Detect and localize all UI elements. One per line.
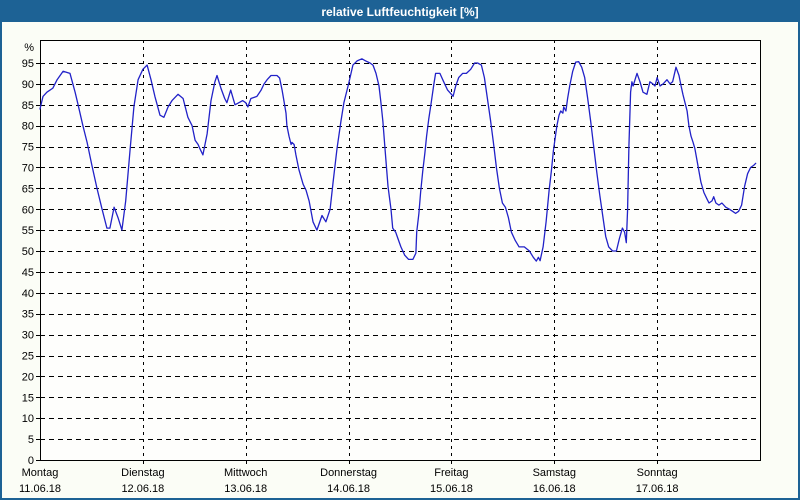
chart-title: relative Luftfeuchtigkeit [%] — [321, 5, 479, 19]
day-date-label: 12.06.18 — [121, 483, 164, 495]
y-tick-label: 55 — [22, 225, 34, 237]
day-date-label: 14.06.18 — [327, 483, 370, 495]
y-tick-label: 75 — [22, 142, 34, 154]
day-name-label: Sonntag — [637, 467, 678, 479]
day-date-label: 13.06.18 — [224, 483, 267, 495]
y-tick-label: 20 — [22, 371, 34, 383]
day-name-label: Dienstag — [121, 467, 164, 479]
y-tick-label: 70 — [22, 162, 34, 174]
day-date-label: 17.06.18 — [636, 483, 679, 495]
day-name-label: Donnerstag — [320, 467, 377, 479]
y-tick-label: 40 — [22, 288, 34, 300]
plot-background — [40, 40, 760, 460]
day-name-label: Freitag — [434, 467, 468, 479]
y-tick-label: 35 — [22, 309, 34, 321]
y-tick-label: 30 — [22, 330, 34, 342]
y-tick-label: 15 — [22, 392, 34, 404]
y-tick-label: 60 — [22, 204, 34, 216]
y-unit-label: % — [24, 42, 34, 54]
y-tick-label: 25 — [22, 351, 34, 363]
day-name-label: Montag — [22, 467, 59, 479]
x-axis-labels: Montag 11.06.18 Dienstag 12.06.18 Mittwoch 13… — [19, 467, 679, 495]
y-tick-label: 95 — [22, 58, 34, 70]
y-tick-label: 65 — [22, 183, 34, 195]
day-name-label: Samstag — [533, 467, 576, 479]
humidity-line-chart: 0 5 10 15 20 25 30 35 40 45 50 55 60 65 70 75 80 85 90 95% M… — [19, 40, 761, 495]
y-tick-label: 45 — [22, 267, 34, 279]
day-date-label: 11.06.18 — [19, 483, 61, 495]
y-tick-label: 85 — [22, 100, 34, 112]
plot-border — [40, 40, 761, 461]
day-date-label: 15.06.18 — [430, 483, 473, 495]
y-axis-labels: 0 5 10 15 20 25 30 35 40 45 50 55 60 65 70 75 80 85 90 95% — [22, 42, 34, 467]
title-bar: relative Luftfeuchtigkeit [%] — [2, 2, 798, 22]
day-name-label: Mittwoch — [224, 467, 267, 479]
y-tick-label: 10 — [22, 413, 34, 425]
chart-area: 0 5 10 15 20 25 30 35 40 45 50 55 60 65 70 75 80 85 90 95% M… — [2, 22, 798, 498]
day-date-label: 16.06.18 — [533, 483, 576, 495]
humidity-series-line — [39, 58, 757, 262]
x-gridlines — [143, 40, 658, 464]
y-tick-label: 80 — [22, 121, 34, 133]
y-gridlines — [36, 63, 760, 461]
y-tick-label: 0 — [28, 455, 34, 467]
y-tick-label: 90 — [22, 79, 34, 91]
y-tick-label: 5 — [28, 434, 34, 446]
y-tick-label: 50 — [22, 246, 34, 258]
